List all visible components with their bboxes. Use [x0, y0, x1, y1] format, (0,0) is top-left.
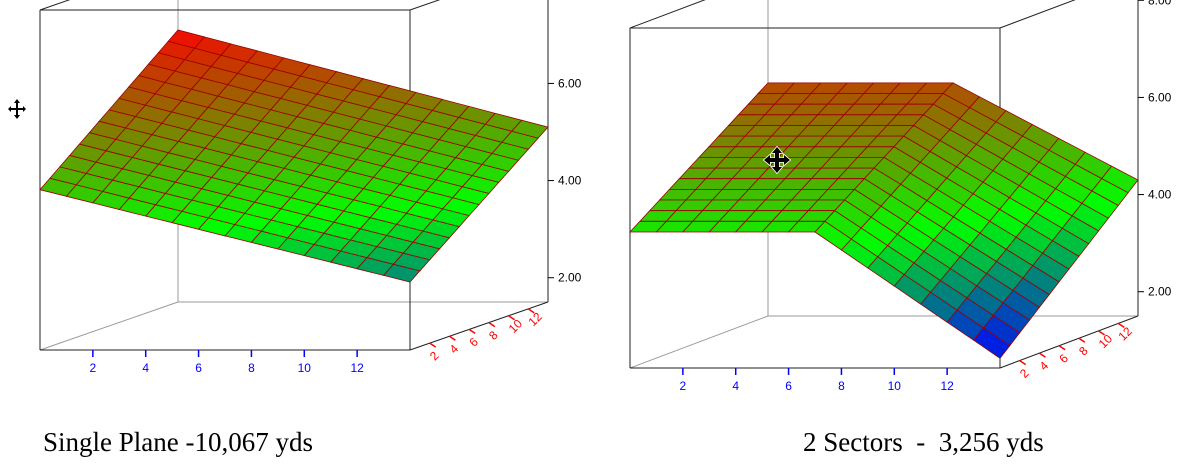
x-tick-label: 10 — [888, 379, 902, 393]
y-tick-label: 6 — [466, 335, 481, 350]
x-tick-label: 6 — [195, 361, 202, 375]
y-tick-mark — [449, 335, 456, 341]
z-tick-label: 6.00 — [1148, 90, 1172, 104]
box-edge — [409, 0, 441, 11]
y-tick-label: 12 — [1116, 324, 1136, 344]
y-tick-label: 12 — [526, 309, 546, 329]
y-tick-mark — [1019, 359, 1027, 366]
y-tick-mark — [1117, 322, 1125, 329]
z-tick-label: 2.00 — [1148, 285, 1172, 299]
y-tick-mark — [488, 321, 496, 328]
box-edge — [999, 315, 1139, 369]
y-tick-label: 4 — [1037, 358, 1052, 373]
box-edge — [999, 0, 1076, 29]
move-cursor-icon — [763, 146, 791, 174]
y-tick-mark — [1058, 345, 1066, 351]
surface-cell — [382, 263, 421, 283]
x-tick-label: 6 — [785, 379, 792, 393]
y-tick-label: 4 — [447, 342, 462, 357]
y-tick-mark — [468, 328, 476, 335]
x-tick-label: 4 — [142, 361, 149, 375]
surface-cell — [973, 327, 1011, 359]
x-tick-label: 4 — [732, 379, 739, 393]
box-edge — [629, 315, 769, 369]
box-edge — [629, 0, 706, 29]
x-tick-label: 8 — [838, 379, 845, 393]
x-tick-label: 12 — [350, 361, 364, 375]
y-tick-mark — [1078, 337, 1086, 343]
chart-caption-two-sectors: 2 Sectors - 3,256 yds — [803, 427, 1044, 457]
y-tick-label: 8 — [486, 328, 501, 343]
z-tick-label: 4.00 — [1148, 188, 1172, 202]
x-tick-label: 8 — [248, 361, 255, 375]
x-tick-label: 10 — [298, 361, 312, 375]
y-tick-label: 10 — [506, 316, 526, 336]
z-tick-label: 2.00 — [558, 271, 582, 285]
y-tick-mark — [508, 315, 515, 321]
box-edge — [409, 301, 549, 351]
y-tick-mark — [527, 308, 535, 314]
z-tick-label: 8.00 — [1148, 0, 1172, 7]
y-tick-label: 2 — [1017, 366, 1032, 381]
x-tick-label: 12 — [940, 379, 954, 393]
y-tick-mark — [429, 342, 437, 348]
z-tick-label: 4.00 — [558, 174, 582, 188]
z-tick-label: 6.00 — [558, 76, 582, 90]
chart-panel-two-sectors: 2 4 6 8 10 12 2 4 6 8 10 12 2.00 4.00 6.00 8.00 2 Secto… — [590, 0, 1185, 473]
y-tick-label: 6 — [1056, 351, 1071, 366]
box-edge — [39, 0, 71, 11]
x-tick-label: 2 — [90, 361, 97, 375]
move-cursor-icon — [8, 99, 26, 119]
chart-caption-single-plane: Single Plane -10,067 yds — [43, 427, 313, 457]
y-tick-label: 8 — [1076, 344, 1091, 359]
x-tick-label: 2 — [680, 379, 687, 393]
y-tick-label: 2 — [427, 348, 442, 363]
y-tick-mark — [1098, 330, 1105, 336]
box-edge — [39, 301, 179, 351]
y-tick-mark — [1039, 352, 1046, 358]
y-tick-label: 10 — [1096, 331, 1116, 351]
